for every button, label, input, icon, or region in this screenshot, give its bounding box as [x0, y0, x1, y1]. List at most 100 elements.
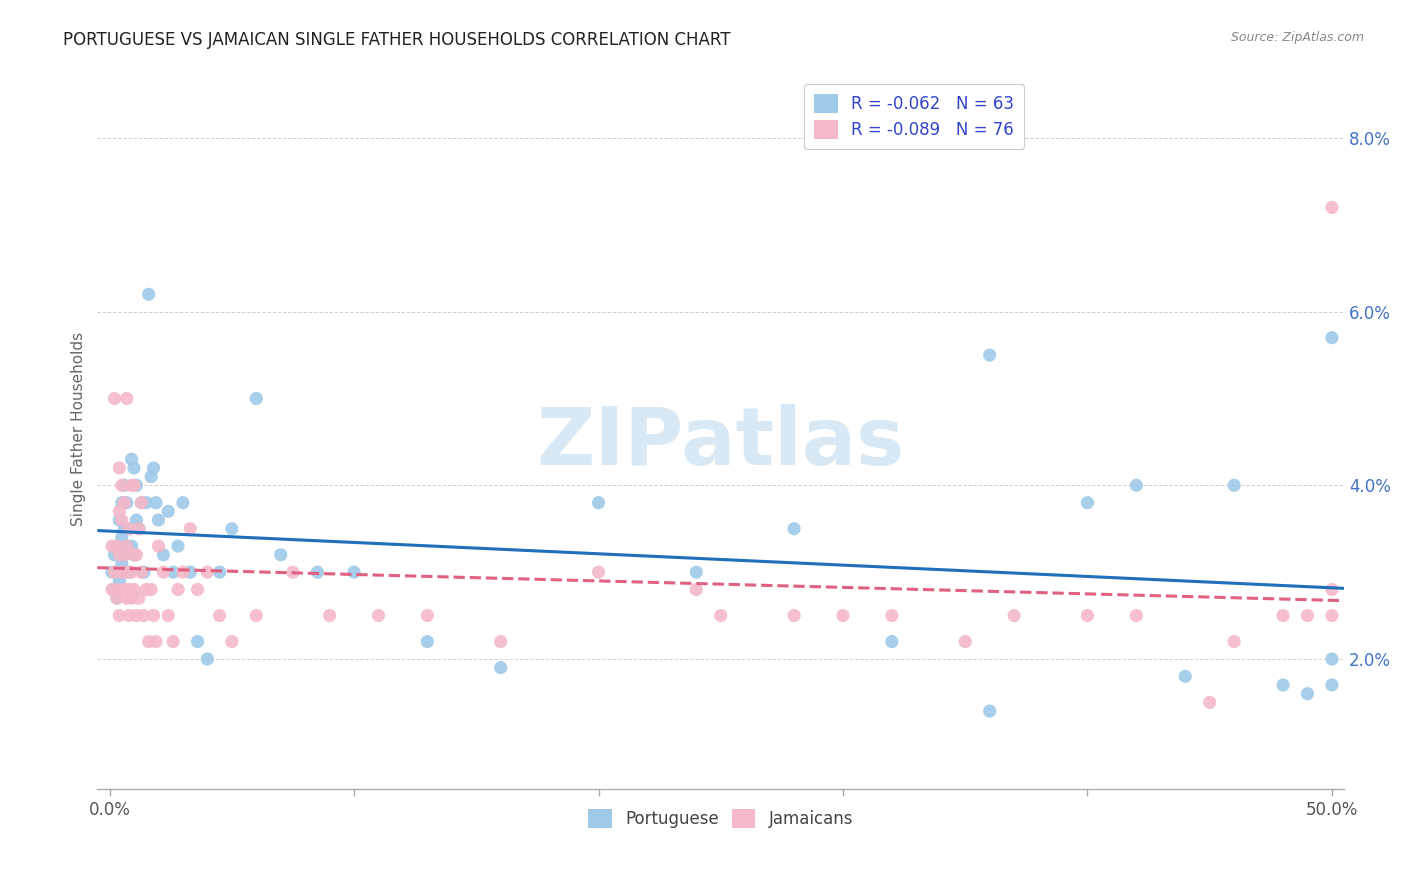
Point	[111, 513, 134, 527]
Point	[245, 608, 267, 623]
Point	[1002, 608, 1025, 623]
Point	[111, 496, 134, 510]
Point	[125, 608, 148, 623]
Point	[121, 539, 143, 553]
Point	[132, 608, 155, 623]
Point	[138, 634, 160, 648]
Point	[122, 582, 145, 597]
Point	[132, 565, 155, 579]
Point	[118, 565, 141, 579]
Point	[1320, 582, 1343, 597]
Point	[108, 504, 131, 518]
Point	[112, 582, 135, 597]
Point	[111, 530, 134, 544]
Point	[880, 608, 903, 623]
Point	[108, 608, 131, 623]
Point	[101, 565, 124, 579]
Point	[281, 565, 304, 579]
Point	[122, 478, 145, 492]
Point	[145, 634, 167, 648]
Point	[979, 704, 1001, 718]
Point	[1272, 678, 1295, 692]
Point	[1320, 608, 1343, 623]
Point	[148, 539, 170, 553]
Point	[125, 513, 148, 527]
Point	[148, 513, 170, 527]
Point	[101, 539, 124, 553]
Point	[128, 522, 150, 536]
Point	[118, 582, 141, 597]
Point	[208, 565, 231, 579]
Point	[142, 461, 165, 475]
Point	[121, 565, 143, 579]
Point	[145, 496, 167, 510]
Point	[121, 591, 143, 606]
Point	[1223, 634, 1246, 648]
Point	[122, 548, 145, 562]
Point	[179, 565, 201, 579]
Point	[588, 565, 610, 579]
Point	[1296, 687, 1319, 701]
Point	[1125, 478, 1147, 492]
Point	[685, 565, 707, 579]
Point	[318, 608, 340, 623]
Point	[157, 608, 180, 623]
Point	[172, 565, 194, 579]
Point	[367, 608, 389, 623]
Point	[111, 478, 134, 492]
Point	[105, 539, 128, 553]
Point	[125, 478, 148, 492]
Point	[131, 565, 153, 579]
Point	[131, 496, 153, 510]
Point	[162, 565, 184, 579]
Point	[111, 565, 134, 579]
Point	[588, 496, 610, 510]
Point	[118, 522, 141, 536]
Point	[103, 565, 125, 579]
Point	[416, 634, 439, 648]
Y-axis label: Single Father Households: Single Father Households	[72, 332, 86, 526]
Text: Source: ZipAtlas.com: Source: ZipAtlas.com	[1230, 31, 1364, 45]
Point	[152, 565, 174, 579]
Point	[118, 522, 141, 536]
Point	[108, 548, 131, 562]
Point	[152, 548, 174, 562]
Point	[880, 634, 903, 648]
Point	[187, 582, 209, 597]
Point	[103, 392, 125, 406]
Point	[179, 522, 201, 536]
Point	[979, 348, 1001, 362]
Point	[103, 548, 125, 562]
Text: PORTUGUESE VS JAMAICAN SINGLE FATHER HOUSEHOLDS CORRELATION CHART: PORTUGUESE VS JAMAICAN SINGLE FATHER HOU…	[63, 31, 731, 49]
Point	[1076, 608, 1098, 623]
Point	[221, 634, 243, 648]
Point	[270, 548, 292, 562]
Point	[167, 539, 190, 553]
Point	[783, 608, 806, 623]
Point	[125, 548, 148, 562]
Point	[245, 392, 267, 406]
Point	[953, 634, 976, 648]
Point	[1320, 652, 1343, 666]
Point	[138, 287, 160, 301]
Point	[103, 582, 125, 597]
Point	[710, 608, 733, 623]
Point	[1320, 201, 1343, 215]
Point	[167, 582, 190, 597]
Point	[221, 522, 243, 536]
Point	[195, 565, 218, 579]
Point	[122, 461, 145, 475]
Point	[118, 608, 141, 623]
Point	[108, 461, 131, 475]
Point	[208, 608, 231, 623]
Point	[108, 513, 131, 527]
Point	[172, 496, 194, 510]
Text: ZIPatlas: ZIPatlas	[537, 404, 905, 483]
Point	[139, 469, 162, 483]
Point	[105, 591, 128, 606]
Point	[832, 608, 855, 623]
Point	[195, 652, 218, 666]
Point	[115, 539, 138, 553]
Point	[1272, 608, 1295, 623]
Point	[135, 496, 157, 510]
